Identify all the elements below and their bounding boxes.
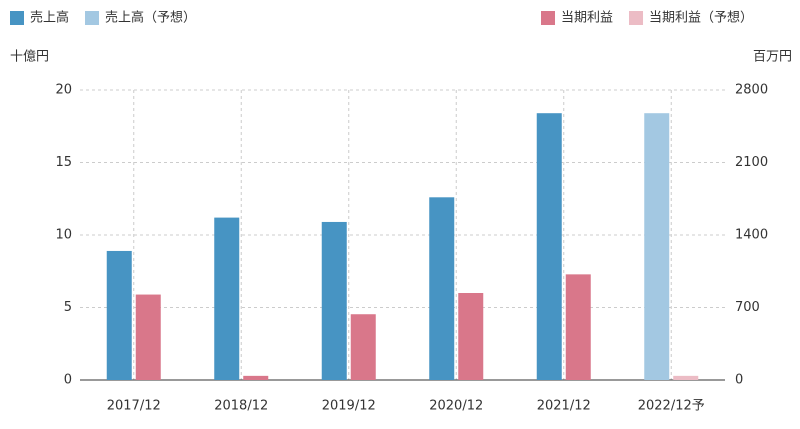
y2-tick-label: 2800: [735, 83, 768, 98]
y-tick-label: 15: [55, 155, 72, 170]
legend-swatch: [629, 11, 644, 25]
x-tick-label: 2019/12: [322, 399, 376, 414]
y2-tick-label: 2100: [735, 155, 768, 170]
x-tick-label: 2020/12: [429, 399, 483, 414]
x-tick-label: 2017/12: [107, 399, 161, 414]
legend-label: 当期利益: [561, 11, 613, 26]
legend-label: 売上高: [30, 10, 69, 26]
bar: [321, 221, 347, 380]
bar: [458, 293, 484, 380]
y2-axis-label: 百万円: [753, 50, 792, 65]
y-tick-label: 5: [64, 300, 72, 315]
bar: [536, 113, 562, 380]
y-axis-label: 十億円: [10, 49, 49, 65]
bar: [350, 314, 376, 380]
bar: [644, 113, 670, 380]
bar: [429, 197, 455, 380]
legend-label: 当期利益（予想）: [649, 10, 753, 26]
legend-swatch: [541, 11, 555, 25]
legend-label: 売上高（予想）: [105, 10, 196, 26]
x-tick-label: 2022/12予: [638, 399, 705, 414]
bar: [106, 250, 132, 380]
y-tick-label: 20: [55, 83, 72, 98]
bar: [214, 217, 240, 380]
x-tick-label: 2018/12: [214, 399, 268, 414]
y2-tick-label: 1400: [735, 228, 768, 243]
y2-tick-label: 0: [735, 373, 743, 388]
bar: [135, 294, 161, 380]
x-tick-label: 2021/12: [537, 399, 591, 414]
y-tick-label: 0: [64, 373, 72, 388]
legend-swatch: [10, 11, 24, 25]
y-tick-label: 10: [55, 228, 72, 243]
bar: [565, 274, 591, 380]
bar: [673, 375, 699, 380]
y2-tick-label: 700: [735, 300, 760, 315]
legend-swatch: [85, 11, 100, 25]
bar: [243, 375, 269, 380]
